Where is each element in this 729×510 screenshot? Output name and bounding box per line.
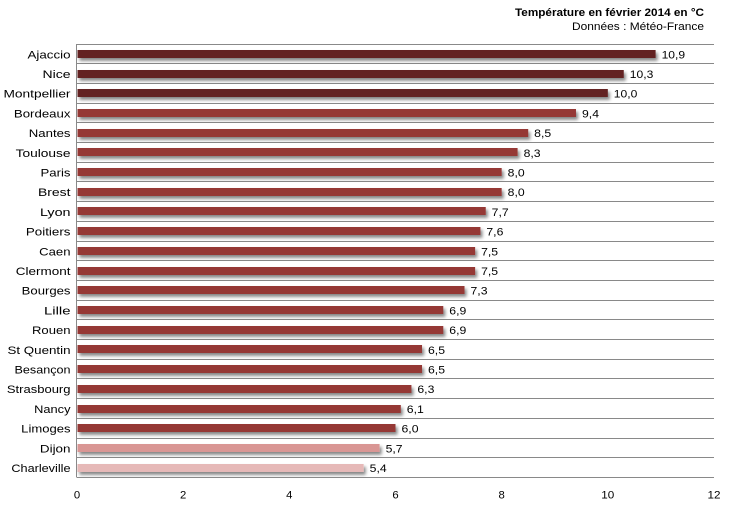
svg-text:6,3: 6,3 xyxy=(417,384,434,396)
svg-text:8: 8 xyxy=(499,490,505,502)
svg-text:8,0: 8,0 xyxy=(508,168,525,180)
svg-text:2: 2 xyxy=(180,490,186,502)
svg-text:Paris: Paris xyxy=(41,168,71,180)
svg-text:6,1: 6,1 xyxy=(407,404,424,416)
svg-text:12: 12 xyxy=(708,490,721,502)
svg-text:Brest: Brest xyxy=(38,187,72,199)
svg-text:Strasbourg: Strasbourg xyxy=(7,384,71,396)
svg-text:Nancy: Nancy xyxy=(34,404,71,416)
svg-text:6,5: 6,5 xyxy=(428,365,445,377)
svg-text:10,9: 10,9 xyxy=(662,49,686,61)
svg-text:5,7: 5,7 xyxy=(386,443,403,455)
svg-text:Données : Météo-France: Données : Météo-France xyxy=(572,21,704,33)
svg-text:Dijon: Dijon xyxy=(40,443,71,455)
svg-text:Poitiers: Poitiers xyxy=(26,227,71,239)
svg-text:8,0: 8,0 xyxy=(508,187,525,199)
svg-text:St Quentin: St Quentin xyxy=(8,345,71,357)
svg-text:6,0: 6,0 xyxy=(402,424,419,436)
svg-text:7,6: 7,6 xyxy=(486,227,503,239)
svg-text:Montpellier: Montpellier xyxy=(4,89,71,101)
svg-text:Nantes: Nantes xyxy=(29,128,71,140)
svg-text:6,5: 6,5 xyxy=(428,345,445,357)
svg-text:Ajaccio: Ajaccio xyxy=(28,49,71,61)
svg-text:8,5: 8,5 xyxy=(534,128,551,140)
svg-text:Limoges: Limoges xyxy=(21,424,71,436)
svg-text:7,7: 7,7 xyxy=(492,207,509,219)
svg-text:Caen: Caen xyxy=(39,246,70,258)
svg-text:Clermont: Clermont xyxy=(16,266,72,278)
svg-text:Bordeaux: Bordeaux xyxy=(14,108,71,120)
svg-text:8,3: 8,3 xyxy=(524,148,541,160)
svg-text:10,3: 10,3 xyxy=(630,69,654,81)
svg-text:6,9: 6,9 xyxy=(449,305,466,317)
svg-text:9,4: 9,4 xyxy=(582,108,599,120)
svg-text:Besançon: Besançon xyxy=(15,365,71,377)
svg-text:7,3: 7,3 xyxy=(471,286,488,298)
svg-text:4: 4 xyxy=(286,490,292,502)
svg-text:6,9: 6,9 xyxy=(449,325,466,337)
svg-text:Température en février 2014 en: Température en février 2014 en °C xyxy=(515,7,704,19)
svg-text:Lille: Lille xyxy=(44,305,71,317)
svg-text:10,0: 10,0 xyxy=(614,89,638,101)
svg-text:Bourges: Bourges xyxy=(22,286,71,298)
svg-text:Nice: Nice xyxy=(43,69,71,81)
svg-text:6: 6 xyxy=(392,490,398,502)
svg-text:0: 0 xyxy=(74,490,80,502)
svg-text:Toulouse: Toulouse xyxy=(16,148,71,160)
svg-text:Rouen: Rouen xyxy=(32,325,71,337)
svg-text:7,5: 7,5 xyxy=(481,246,498,258)
svg-text:Lyon: Lyon xyxy=(40,207,71,219)
svg-text:Charleville: Charleville xyxy=(11,463,70,475)
svg-text:5,4: 5,4 xyxy=(370,463,387,475)
svg-text:10: 10 xyxy=(601,490,614,502)
svg-text:7,5: 7,5 xyxy=(481,266,498,278)
